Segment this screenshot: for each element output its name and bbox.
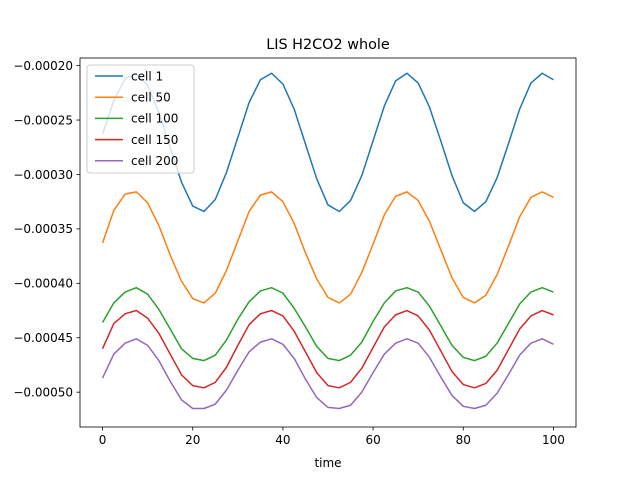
legend-label-2: cell 50: [131, 91, 171, 105]
x-tick-label: 20: [185, 433, 200, 447]
x-tick-label: 60: [365, 433, 380, 447]
plot-frame: [79, 57, 577, 428]
chart-title: LIS H2CO2 whole: [266, 37, 390, 53]
y-tick-label: −0.00030: [13, 168, 73, 182]
series-line-4: [101, 309, 554, 389]
legend-box: [86, 64, 195, 174]
x-tick-label: 80: [456, 433, 471, 447]
x-tick-label: 0: [99, 433, 107, 447]
legend-label-4: cell 150: [131, 133, 178, 147]
y-tick-label: −0.00050: [13, 385, 73, 399]
y-tick-label: −0.00020: [13, 59, 73, 73]
y-tick-label: −0.00035: [13, 222, 73, 236]
y-tick-label: −0.00025: [13, 113, 73, 127]
legend: cell 1 cell 50 cell 100 cell 150 cell 200: [86, 64, 195, 174]
y-tick-label: −0.00040: [13, 277, 73, 291]
legend-label-3: cell 100: [131, 112, 178, 126]
y-axis: −0.00020 −0.00025 −0.00030 −0.00035 −0.00040…: [13, 59, 80, 399]
series-line-2: [101, 191, 554, 304]
legend-label-5: cell 200: [131, 154, 178, 168]
x-tick-label: 40: [275, 433, 290, 447]
x-tick-label: 100: [542, 433, 565, 447]
x-axis-label: time: [314, 456, 341, 470]
y-tick-label: −0.00045: [13, 331, 73, 345]
series-line-3: [101, 286, 554, 362]
series-line-5: [101, 338, 554, 410]
legend-label-1: cell 1: [131, 69, 163, 83]
x-axis: 0 20 40 60 80 100: [99, 427, 565, 447]
